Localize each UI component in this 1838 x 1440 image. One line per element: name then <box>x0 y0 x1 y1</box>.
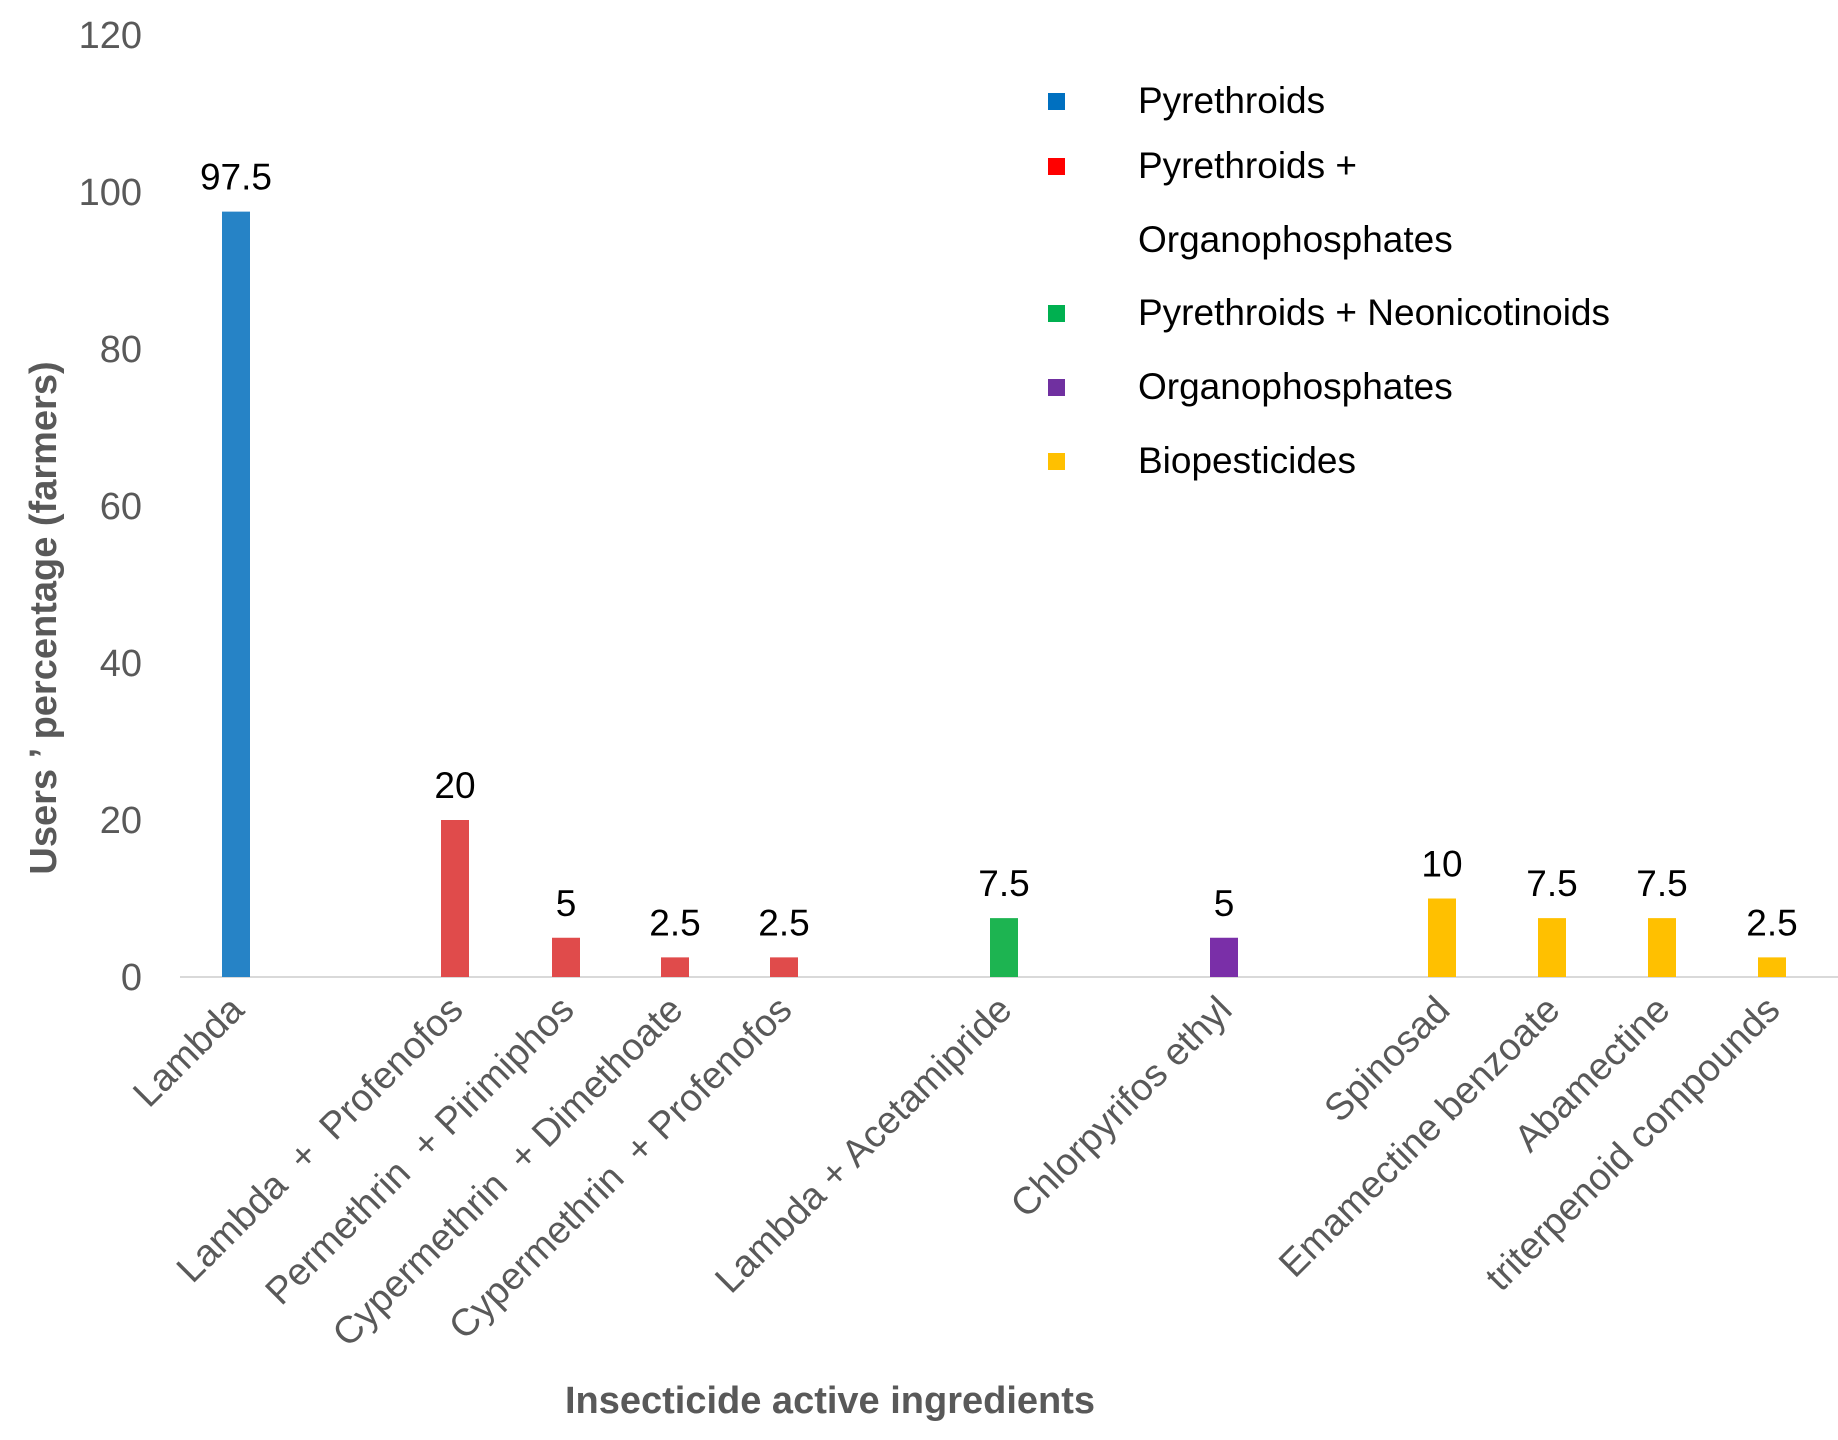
legend-label: Biopesticides <box>1138 440 1356 481</box>
legend-swatch <box>1048 158 1065 175</box>
bar <box>990 918 1018 977</box>
bar <box>441 820 469 977</box>
data-label: 2.5 <box>1746 902 1797 943</box>
bar <box>1758 957 1786 977</box>
y-tick-label: 80 <box>100 329 142 371</box>
data-label: 2.5 <box>758 902 809 943</box>
category-label: Chlorpyrifos ethyl <box>1003 989 1240 1226</box>
y-tick-label: 40 <box>100 643 142 685</box>
data-label: 2.5 <box>649 902 700 943</box>
bar <box>1428 898 1456 977</box>
bar <box>770 957 798 977</box>
bar <box>1538 918 1566 977</box>
bars-group <box>222 211 1786 977</box>
bar <box>1210 937 1238 977</box>
data-label: 7.5 <box>978 863 1029 904</box>
data-label: 7.5 <box>1636 863 1687 904</box>
data-labels-group: 97.5 20 5 2.5 2.5 7.5 5 10 7.5 7.5 2.5 <box>200 157 1798 944</box>
legend-label: Pyrethroids + <box>1138 145 1357 186</box>
legend-label: Pyrethroids <box>1138 80 1325 121</box>
y-tick-label: 100 <box>79 172 142 214</box>
data-label: 5 <box>1214 883 1235 924</box>
y-tick-label: 0 <box>121 957 142 999</box>
legend-label: Organophosphates <box>1138 366 1453 407</box>
y-axis-title: Users ’ percentage (farmers) <box>23 361 65 874</box>
legend-label: Organophosphates <box>1138 219 1453 260</box>
data-label: 7.5 <box>1526 863 1577 904</box>
legend-swatch <box>1048 305 1065 322</box>
legend-swatch <box>1048 379 1065 396</box>
data-label: 20 <box>434 765 475 806</box>
y-tick-label: 60 <box>100 486 142 528</box>
bar <box>552 937 580 977</box>
x-axis-title: Insecticide active ingredients <box>565 1380 1095 1422</box>
data-label: 10 <box>1421 844 1462 885</box>
bar <box>1648 918 1676 977</box>
y-tick-label: 20 <box>100 800 142 842</box>
data-label: 5 <box>556 883 577 924</box>
y-axis-ticks: 0 20 40 60 80 100 120 <box>79 15 142 999</box>
category-label: Lambda <box>126 988 253 1115</box>
bar <box>661 957 689 977</box>
legend: Pyrethroids Pyrethroids + Organophosphates… <box>1048 80 1610 481</box>
y-tick-label: 120 <box>79 15 142 57</box>
legend-label: Pyrethroids + Neonicotinoids <box>1138 292 1610 333</box>
legend-swatch <box>1048 453 1065 470</box>
legend-swatch <box>1048 93 1065 110</box>
bar <box>222 211 250 977</box>
data-label: 97.5 <box>200 157 272 198</box>
